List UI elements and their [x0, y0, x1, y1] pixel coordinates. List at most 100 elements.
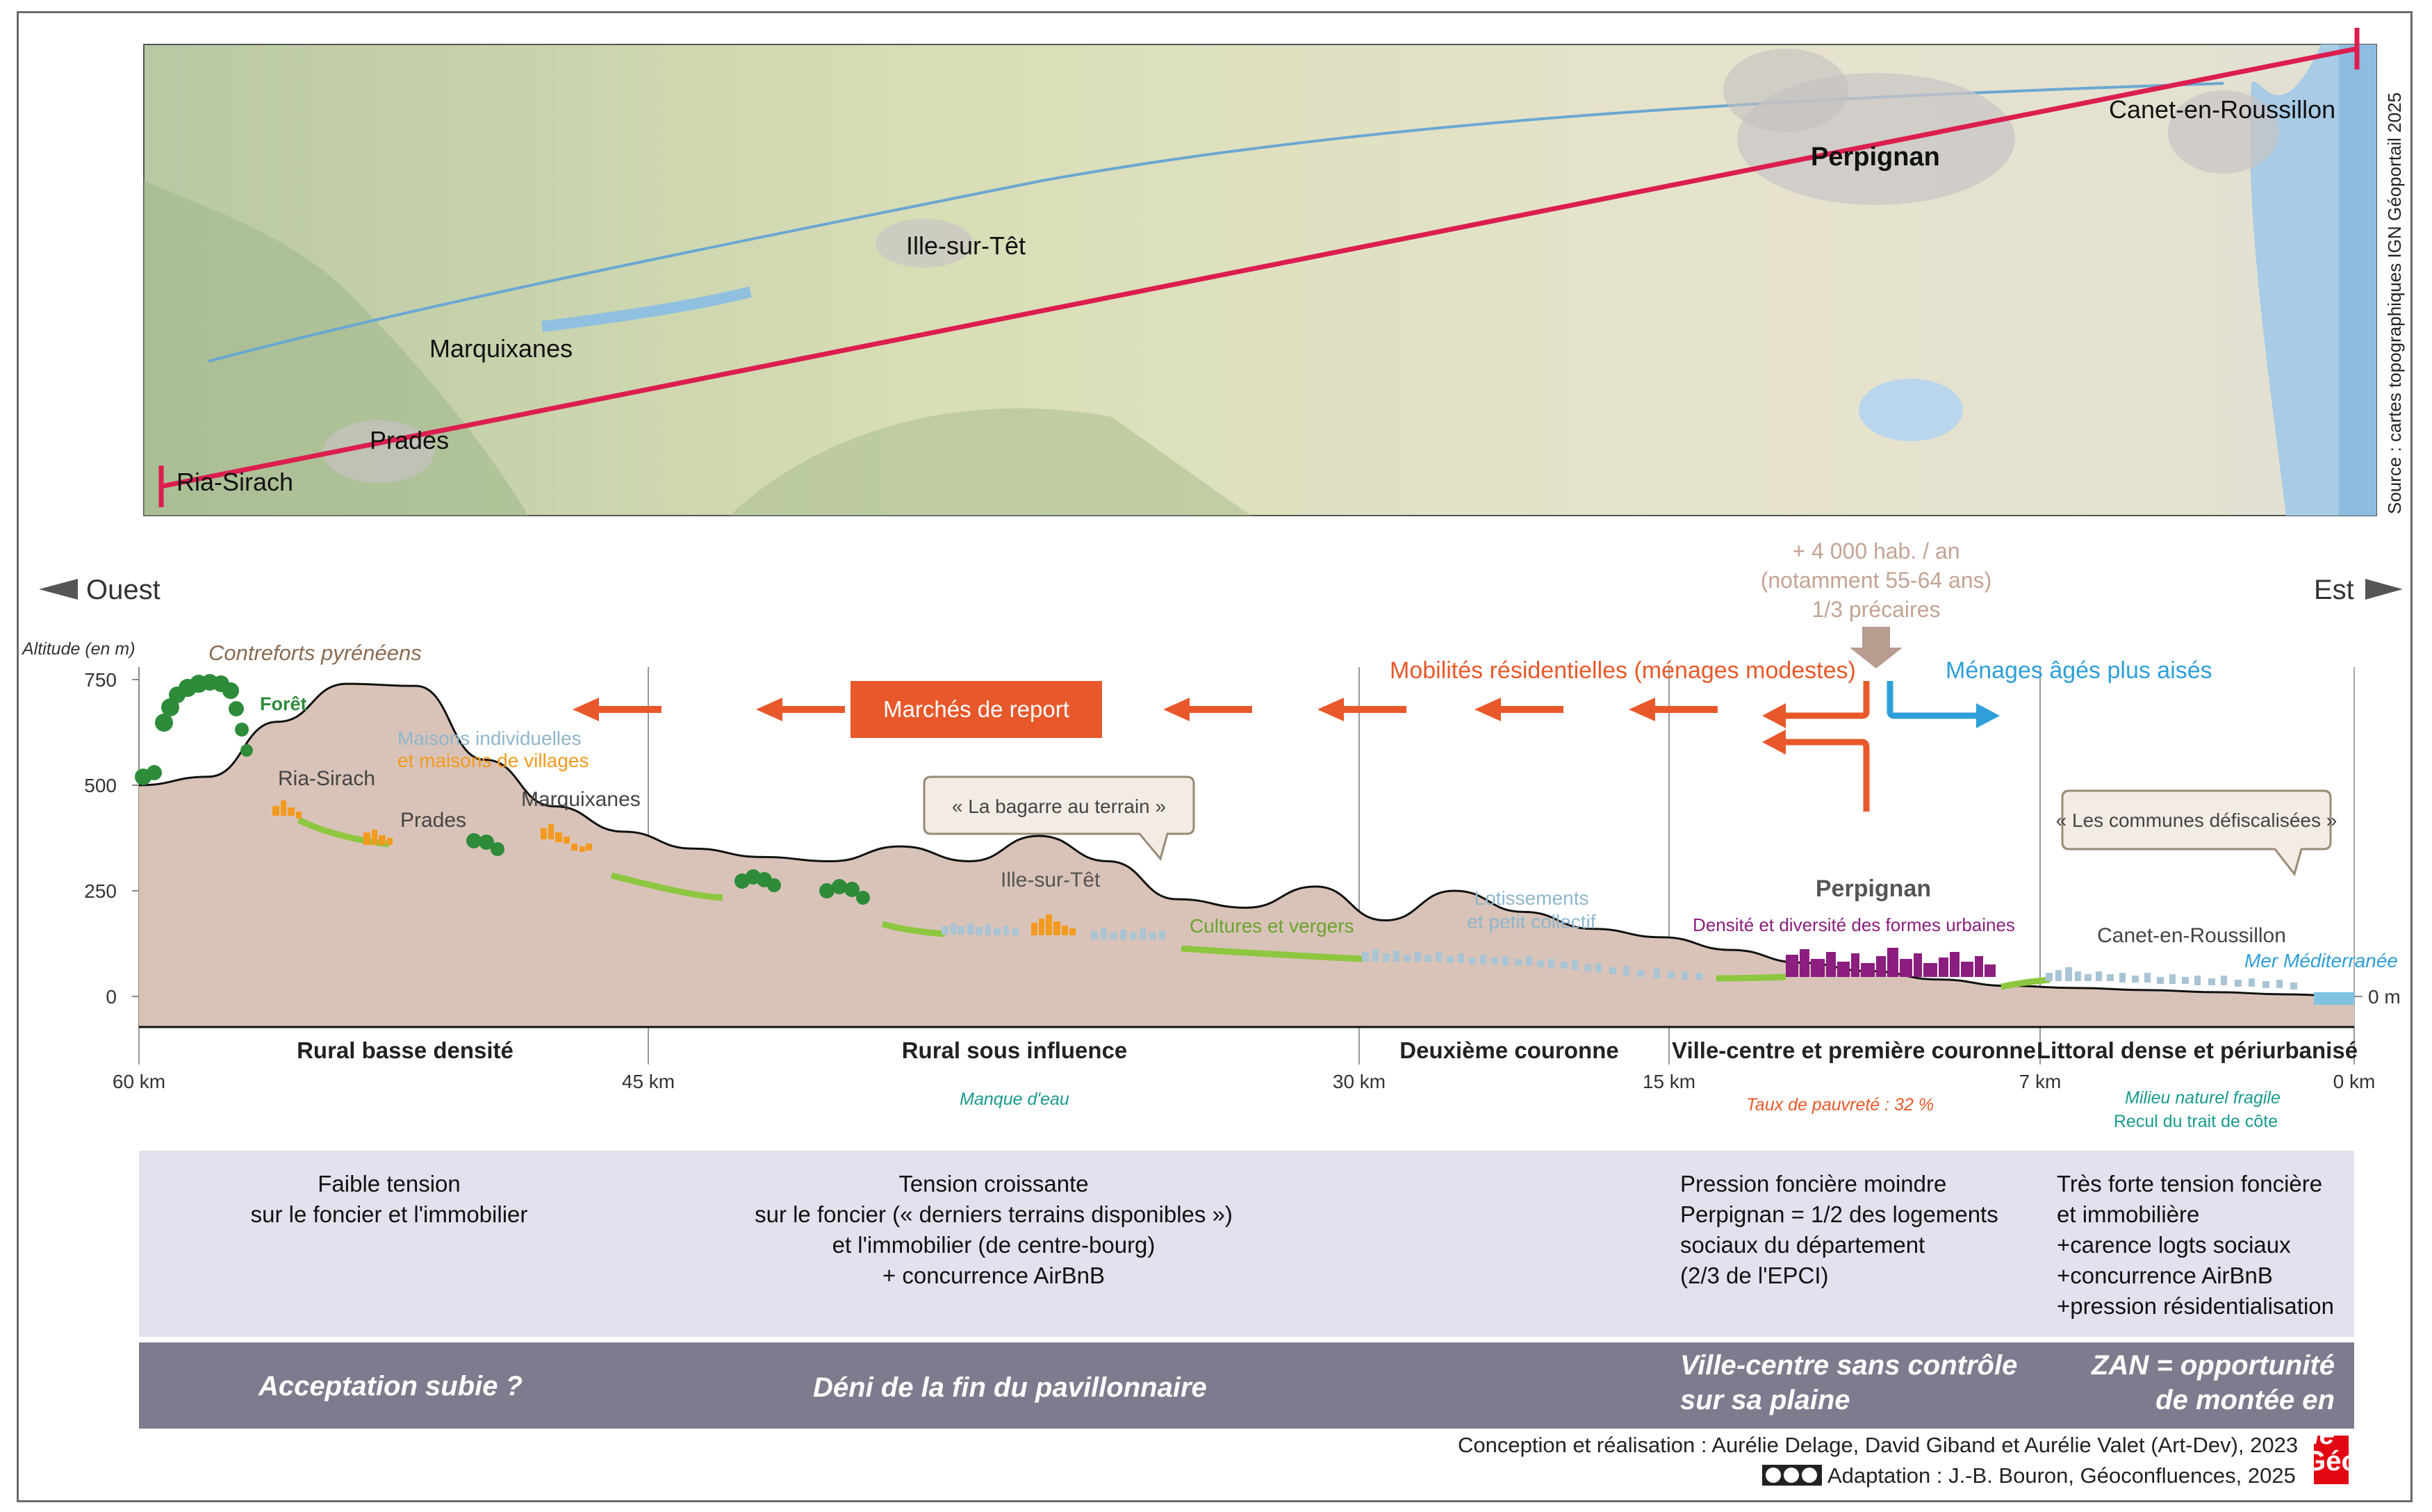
- tension-col-1-line-2: sur le foncier et l'immobilier: [250, 1201, 528, 1227]
- label-cultures: Cultures et vergers: [1190, 915, 1354, 937]
- label-perpignan: Perpignan: [1816, 876, 1931, 902]
- tension-col-1-line-1: Faible tension: [318, 1171, 461, 1197]
- east-arrow-icon: [2365, 579, 2403, 600]
- profile-annotations: Contreforts pyrénéens Forêt Maisons indi…: [208, 641, 2398, 971]
- crops-segment-4: [1181, 945, 1363, 962]
- label-ille-sur-tet: Ille-sur-Têt: [1001, 869, 1101, 891]
- y-tick-500: 500: [84, 775, 117, 796]
- geoconfluences-logo: Géo: [2304, 1436, 2358, 1484]
- map-sea-edge: [2339, 44, 2376, 516]
- migration-line-2: (notamment 55-64 ans): [1761, 568, 1992, 593]
- conclusion-4: ZAN = opportunité de montée en gamme: [2057, 1348, 2335, 1452]
- crops-segment-5: [1716, 973, 1786, 982]
- conclusion-3-line-1: Ville-centre sans contrôle: [1680, 1350, 2018, 1381]
- label-maisons-1: Maisons individuelles: [397, 728, 582, 749]
- tension-col-4-line-1: Très forte tension foncière: [2057, 1171, 2323, 1197]
- tension-col-3: Pression foncière moindre Perpignan = 1/…: [1680, 1169, 2014, 1291]
- tension-col-3-line-2: Perpignan = 1/2 des logements: [1680, 1201, 1998, 1227]
- conclusion-2: Déni de la fin du pavillonnaire: [813, 1372, 1207, 1403]
- zone-labels: Rural basse densité Rural sous influence…: [297, 1037, 2358, 1063]
- map-panel: Ria-Sirach Prades Marquixanes Ille-sur-T…: [143, 28, 2405, 516]
- west-arrow-icon: [39, 579, 78, 600]
- map-urban-canet: [2168, 90, 2279, 174]
- quote-defisc-text: « Les communes défiscalisées »: [2056, 810, 2337, 831]
- label-marquixanes: Marquixanes: [521, 788, 641, 811]
- conclusion-3: Ville-centre sans contrôle sur sa plaine: [1680, 1348, 2017, 1418]
- credit-line-1: Conception et réalisation : Aurélie Dela…: [1458, 1433, 2299, 1457]
- y-axis-title: Altitude (en m): [21, 639, 135, 659]
- migration-line-1: + 4 000 hab. / an: [1792, 539, 1959, 564]
- map-urban-ille: [876, 219, 973, 268]
- zone-deuxieme-couronne: Deuxième couronne: [1399, 1037, 1618, 1063]
- y-tick-0: 0: [106, 986, 117, 1008]
- label-menages-ages: Ménages âgés plus aisés: [1946, 657, 2212, 684]
- tension-col-3-line-4: (2/3 de l'EPCI): [1680, 1263, 1829, 1288]
- figure-frame: [17, 11, 2413, 1502]
- tension-col-4-line-2: et immobilière: [2057, 1201, 2200, 1227]
- report-arrows: [573, 698, 1718, 721]
- map-label-marquixanes: Marquixanes: [429, 334, 573, 363]
- conclusion-1: Acceptation subie ?: [258, 1371, 523, 1402]
- tension-col-1: Faible tension sur le foncier et l'immob…: [208, 1169, 570, 1230]
- marches-de-report-box: [851, 681, 1102, 738]
- tension-col-3-line-1: Pression foncière moindre: [1680, 1171, 1947, 1197]
- quote-bubble-bagarre: « La bagarre au terrain »: [923, 775, 1195, 862]
- x-tick-7: 7 km: [2019, 1071, 2062, 1092]
- village-houses: [272, 800, 1076, 935]
- map-label-perpignan: Perpignan: [1811, 142, 1940, 172]
- tension-col-2-line-3: et l'immobilier (de centre-bourg): [832, 1232, 1156, 1258]
- map-urban-north: [1723, 49, 1848, 132]
- sea-level-label: 0 m: [2368, 986, 2401, 1008]
- map-source: Source : cartes topographiques IGN Géopo…: [2384, 92, 2405, 514]
- migration-arrow-icon: [1850, 627, 1903, 668]
- x-tick-15: 15 km: [1643, 1071, 1695, 1092]
- conclusion-4-line-2: de montée en gamme: [2155, 1385, 2335, 1450]
- mobility-arrows: Mobilités résidentielles (ménages modest…: [573, 657, 2212, 812]
- map-label-ille-sur-tet: Ille-sur-Têt: [906, 231, 1026, 260]
- tension-col-2-line-4: + concurrence AirBnB: [882, 1263, 1106, 1288]
- note-manque-eau: Manque d'eau: [960, 1090, 1069, 1109]
- note-recul: Recul du trait de côte: [2114, 1112, 2278, 1131]
- conclusion-band: [139, 1342, 2354, 1429]
- label-densite: Densité et diversité des formes urbaines: [1693, 914, 2015, 935]
- tension-col-4-line-5: +pression résidentialisation: [2057, 1293, 2334, 1319]
- label-lotissements-2: et petit collectif: [1467, 911, 1595, 932]
- quote-bagarre-text: « La bagarre au terrain »: [952, 796, 1166, 817]
- x-tick-45: 45 km: [622, 1071, 675, 1092]
- label-contreforts: Contreforts pyrénéens: [208, 641, 422, 665]
- migration-annotation: + 4 000 hab. / an (notamment 55-64 ans) …: [1761, 539, 1992, 668]
- marches-de-report-label: Marchés de report: [883, 696, 1069, 722]
- map-hills: [730, 408, 1251, 516]
- tension-col-4: Très forte tension foncière et immobiliè…: [2057, 1169, 2349, 1322]
- urban-buildings-perpignan: [1786, 948, 1996, 977]
- west-label: Ouest: [86, 575, 161, 605]
- x-tick-30: 30 km: [1333, 1071, 1386, 1092]
- terrain-outline: [138, 682, 2355, 998]
- crops-segment-3: [881, 921, 946, 937]
- x-tick-0: 0 km: [2333, 1071, 2376, 1092]
- label-mobilites: Mobilités résidentielles (ménages modest…: [1390, 657, 1856, 684]
- tension-col-2-line-2: sur le foncier (« derniers terrains disp…: [755, 1201, 1233, 1227]
- zone-rural-basse-densite: Rural basse densité: [297, 1037, 513, 1063]
- vegetation-segments: [297, 816, 2051, 990]
- crops-segment-2: [610, 872, 723, 901]
- map-label-ria-sirach: Ria-Sirach: [176, 468, 293, 496]
- tension-col-2-line-1: Tension croissante: [898, 1171, 1089, 1197]
- label-ria-sirach: Ria-Sirach: [278, 767, 375, 790]
- label-foret: Forêt: [260, 693, 307, 714]
- label-lotissements-1: Lotissements: [1474, 887, 1589, 909]
- y-tick-250: 250: [84, 880, 117, 902]
- cc-license-icon: [1762, 1465, 1822, 1486]
- x-axis-ticks: 60 km 45 km 30 km 15 km 7 km 0 km: [113, 1071, 2375, 1092]
- crops-segment-6: [2000, 976, 2051, 990]
- zone-rural-sous-influence: Rural sous influence: [902, 1037, 1128, 1063]
- credit-line-2: Adaptation : J.-B. Bouron, Géoconfluence…: [1827, 1463, 2296, 1488]
- east-label: Est: [2314, 575, 2354, 605]
- y-tick-750: 750: [84, 669, 117, 691]
- map-lake: [1859, 379, 1963, 441]
- forest-markers: [135, 674, 870, 905]
- map-label-prades: Prades: [370, 426, 449, 454]
- note-pauvrete: Taux de pauvreté : 32 %: [1746, 1095, 1934, 1115]
- map-mountains: [144, 44, 528, 516]
- note-milieu: Milieu naturel fragile: [2125, 1088, 2281, 1108]
